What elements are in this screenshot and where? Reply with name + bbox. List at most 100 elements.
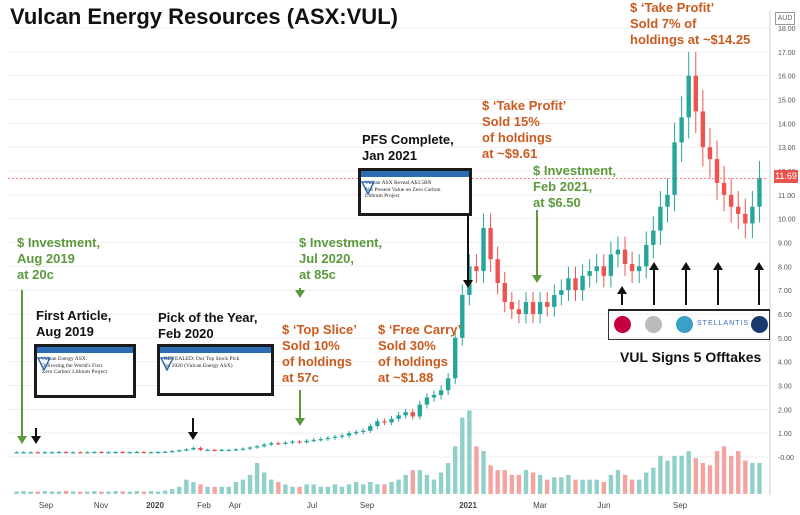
candle-body	[757, 178, 762, 207]
volume-bar	[219, 486, 224, 494]
volume-bar	[658, 455, 663, 494]
volume-bar	[254, 462, 260, 494]
volume-bar	[651, 467, 656, 494]
candle-body	[339, 435, 345, 437]
volume-bar	[99, 491, 104, 494]
y-tick-label: 6.00	[778, 312, 792, 319]
volume-bar	[523, 470, 529, 494]
candle-body	[721, 182, 727, 195]
article-card-first: Vulcan Energy ASX: Delivering the World'…	[34, 344, 136, 398]
candle-body	[56, 451, 62, 454]
volume-bar	[247, 474, 253, 494]
volume-bar	[481, 451, 486, 494]
volume-bar	[502, 470, 507, 494]
volume-bar	[474, 446, 479, 494]
candle-body	[375, 421, 380, 427]
vulcan-logo-icon	[361, 181, 375, 195]
candle-body	[70, 452, 76, 454]
investment-2019-arrow-head	[17, 436, 27, 444]
candle-body	[184, 449, 189, 451]
offtake-arrow-head	[681, 262, 691, 270]
candle-body	[615, 249, 621, 255]
x-tick-label: Sep	[39, 501, 54, 510]
candle-body	[283, 442, 288, 444]
candle-body	[728, 194, 734, 207]
candle-body	[141, 451, 147, 454]
offtakes-label: VUL Signs 5 Offtakes	[620, 349, 762, 365]
y-tick-label: 10.00	[778, 217, 796, 224]
offtake-arrow-head	[649, 262, 659, 270]
candle-body	[78, 452, 83, 454]
volume-bar	[587, 479, 592, 494]
volume-bar	[438, 472, 444, 494]
annotation-investment-aug-2019: $ Investment, Aug 2019 at 20c	[17, 235, 101, 282]
candle-body	[700, 111, 706, 148]
y-tick-label: 14.00	[778, 121, 796, 128]
candle-body	[658, 206, 663, 231]
candle-body	[743, 213, 748, 224]
volume-bar	[353, 482, 359, 494]
article-card-text: REVEALED: Our Top Stock Pick for 2020 (V…	[164, 356, 240, 369]
volume-bar	[552, 477, 557, 494]
y-tick-label: 1.00	[778, 431, 792, 438]
y-tick-label: 18.00	[778, 26, 796, 33]
y-tick-label: 4.00	[778, 360, 792, 367]
volume-bar	[233, 482, 239, 494]
volume-bar	[141, 491, 147, 494]
volume-bar	[580, 479, 585, 494]
umicore-logo	[676, 316, 693, 333]
volume-bar	[707, 465, 713, 494]
volume-bar	[509, 474, 515, 494]
candle-body	[177, 450, 182, 452]
annotation-take-profit-1: $ ‘Take Profit’ Sold 15% of holdings at …	[482, 98, 567, 161]
candle-body	[85, 452, 90, 454]
volume-bar	[467, 410, 472, 494]
volume-bar	[608, 474, 614, 494]
candle-body	[474, 266, 479, 272]
candle-body	[198, 447, 203, 450]
currency-badge: AUD	[775, 12, 795, 25]
volume-bar	[42, 491, 48, 494]
candle-body	[714, 159, 720, 183]
candle-body	[106, 452, 111, 454]
candle-body	[707, 147, 713, 160]
candle-body	[502, 283, 507, 303]
candle-body	[240, 448, 246, 450]
volume-bar	[85, 491, 90, 494]
candle-body	[573, 278, 578, 291]
candle-body	[608, 254, 614, 276]
volume-bar	[728, 455, 734, 494]
candle-body	[580, 275, 585, 291]
volume-bar	[283, 484, 288, 494]
offtake-arrow-head	[754, 262, 764, 270]
candle-body	[552, 294, 557, 307]
candle-body	[686, 75, 691, 118]
candle-body	[629, 263, 635, 272]
volume-bar	[28, 491, 33, 494]
volume-bar	[537, 474, 543, 494]
candle-body	[516, 309, 522, 314]
volume-bar	[70, 491, 76, 494]
candle-body	[622, 249, 628, 264]
candle-body	[92, 451, 97, 454]
volume-bar	[148, 491, 154, 494]
investment-2021-arrow-head	[532, 275, 542, 283]
article-card-text: Vulcan Energy ASX: Delivering the World'…	[41, 356, 107, 375]
candle-body	[750, 206, 755, 224]
vulcan-logo-icon	[37, 357, 51, 371]
y-tick-label: 8.00	[778, 264, 792, 271]
x-tick-label: Sep	[673, 501, 688, 510]
candle-body	[410, 412, 415, 417]
volume-bar	[191, 482, 196, 494]
volume-bar	[162, 490, 168, 494]
volume-bar	[21, 491, 26, 494]
candle-body	[424, 397, 430, 405]
candle-body	[290, 441, 295, 443]
candle-body	[523, 302, 529, 314]
candle-body	[361, 430, 366, 432]
candle-body	[587, 271, 592, 276]
top-slice-arrow-head	[295, 418, 305, 426]
candle-body	[318, 439, 323, 441]
volume-bar	[205, 486, 210, 494]
